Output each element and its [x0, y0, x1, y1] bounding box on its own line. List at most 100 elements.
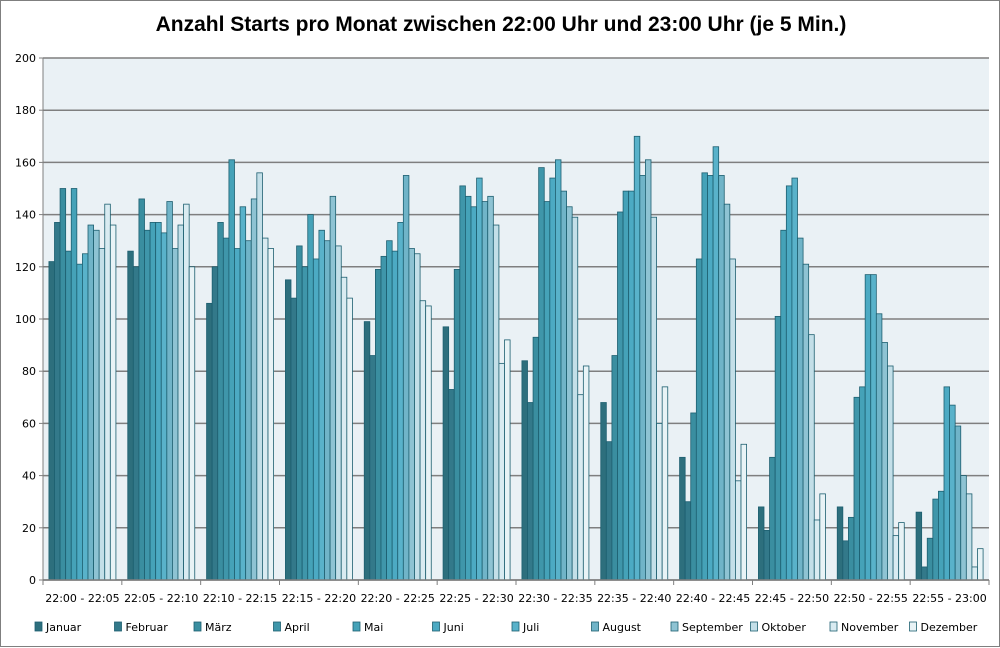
bar-februar [54, 222, 61, 581]
bar-mai [859, 386, 866, 581]
bar-mai [386, 240, 393, 581]
bar-februar [684, 501, 692, 581]
bar-september [487, 195, 494, 581]
bar-august [639, 175, 646, 581]
legend-swatch [273, 621, 281, 632]
bar-mai [622, 190, 630, 581]
bar-mai [70, 188, 78, 581]
legend-label: Juni [443, 621, 464, 634]
bar-august [954, 425, 962, 581]
bar-mai [701, 172, 708, 581]
bar-september [881, 342, 888, 581]
bar-august [245, 240, 252, 581]
bar-juli [318, 229, 325, 581]
bar-april [65, 250, 72, 581]
bar-september [723, 203, 731, 581]
x-tick-label: 22:05 - 22:10 [124, 592, 198, 605]
bar-november [813, 519, 821, 581]
bar-august [560, 190, 567, 581]
y-tick-label: 40 [22, 470, 36, 483]
chart-title: Anzahl Starts pro Monat zwischen 22:00 U… [155, 13, 847, 36]
legend-swatch [909, 621, 917, 632]
bar-februar [763, 530, 770, 581]
bar-september [566, 206, 573, 581]
bar-april [380, 255, 387, 581]
bar-dezember [819, 493, 826, 581]
bar-april [538, 167, 545, 581]
y-tick-label: 0 [29, 574, 36, 587]
bar-juni [628, 190, 635, 581]
legend-label: März [205, 621, 232, 634]
bar-dezember [425, 305, 432, 581]
bar-oktober [414, 253, 421, 581]
legend-swatch [829, 621, 838, 632]
bar-februar [211, 266, 219, 581]
bar-juni [549, 177, 556, 581]
bar-märz [532, 336, 540, 581]
bar-november [104, 203, 111, 581]
bar-januar [679, 456, 686, 581]
x-tick-label: 22:50 - 22:55 [834, 592, 908, 605]
legend-label: Juli [522, 621, 539, 634]
bar-august [718, 175, 725, 581]
bar-dezember [188, 266, 196, 581]
y-tick-label: 100 [15, 313, 36, 326]
bar-märz [926, 537, 934, 581]
legend-swatch [34, 621, 43, 632]
bar-märz [453, 269, 461, 581]
bar-mai [780, 229, 787, 581]
bar-oktober [729, 258, 736, 581]
legend-label: September [682, 621, 743, 634]
bar-mai [228, 159, 235, 581]
y-tick-label: 120 [15, 261, 36, 274]
bar-dezember [898, 522, 905, 581]
bar-oktober [98, 248, 106, 581]
bar-april [853, 396, 860, 581]
bar-dezember [346, 297, 353, 581]
bar-april [695, 258, 703, 581]
bar-februar [842, 540, 849, 581]
bar-juni [234, 248, 241, 581]
bar-februar [132, 266, 140, 581]
legend-swatch [591, 621, 599, 632]
legend-swatch [432, 621, 440, 632]
bar-dezember [661, 386, 669, 581]
legend-label: August [603, 621, 642, 634]
bar-november [892, 535, 900, 581]
bar-juni [707, 175, 714, 581]
bar-februar [369, 355, 376, 581]
bar-april [459, 185, 466, 581]
bar-juli [791, 177, 798, 581]
bar-oktober [808, 334, 815, 581]
bar-september [645, 159, 652, 581]
bar-juli [239, 206, 247, 581]
bar-dezember [504, 339, 511, 581]
bar-oktober [887, 365, 894, 581]
bar-dezember [109, 224, 117, 581]
bar-januar [363, 321, 371, 581]
x-tick-label: 22:55 - 23:00 [912, 592, 986, 605]
bar-dezember [267, 248, 274, 581]
bar-oktober [571, 216, 579, 581]
x-tick-label: 22:20 - 22:25 [361, 592, 435, 605]
bar-august [797, 237, 804, 581]
bar-juli [397, 222, 404, 581]
bar-dezember [582, 365, 590, 581]
bar-november [340, 276, 348, 581]
bar-september [408, 248, 415, 581]
bar-november [498, 362, 505, 581]
legend-swatch [352, 621, 361, 632]
bar-juli [633, 135, 641, 581]
x-tick-label: 22:45 - 22:50 [755, 592, 829, 605]
bar-februar [921, 566, 928, 581]
bar-november [577, 394, 584, 581]
bar-juni [785, 185, 793, 581]
bar-juni [155, 222, 162, 581]
bar-juli [555, 159, 562, 581]
bar-oktober [177, 224, 184, 581]
bar-januar [442, 326, 450, 581]
bar-april [222, 237, 230, 581]
legend-label: April [285, 621, 310, 634]
bar-august [166, 201, 173, 581]
bar-januar [915, 511, 923, 581]
